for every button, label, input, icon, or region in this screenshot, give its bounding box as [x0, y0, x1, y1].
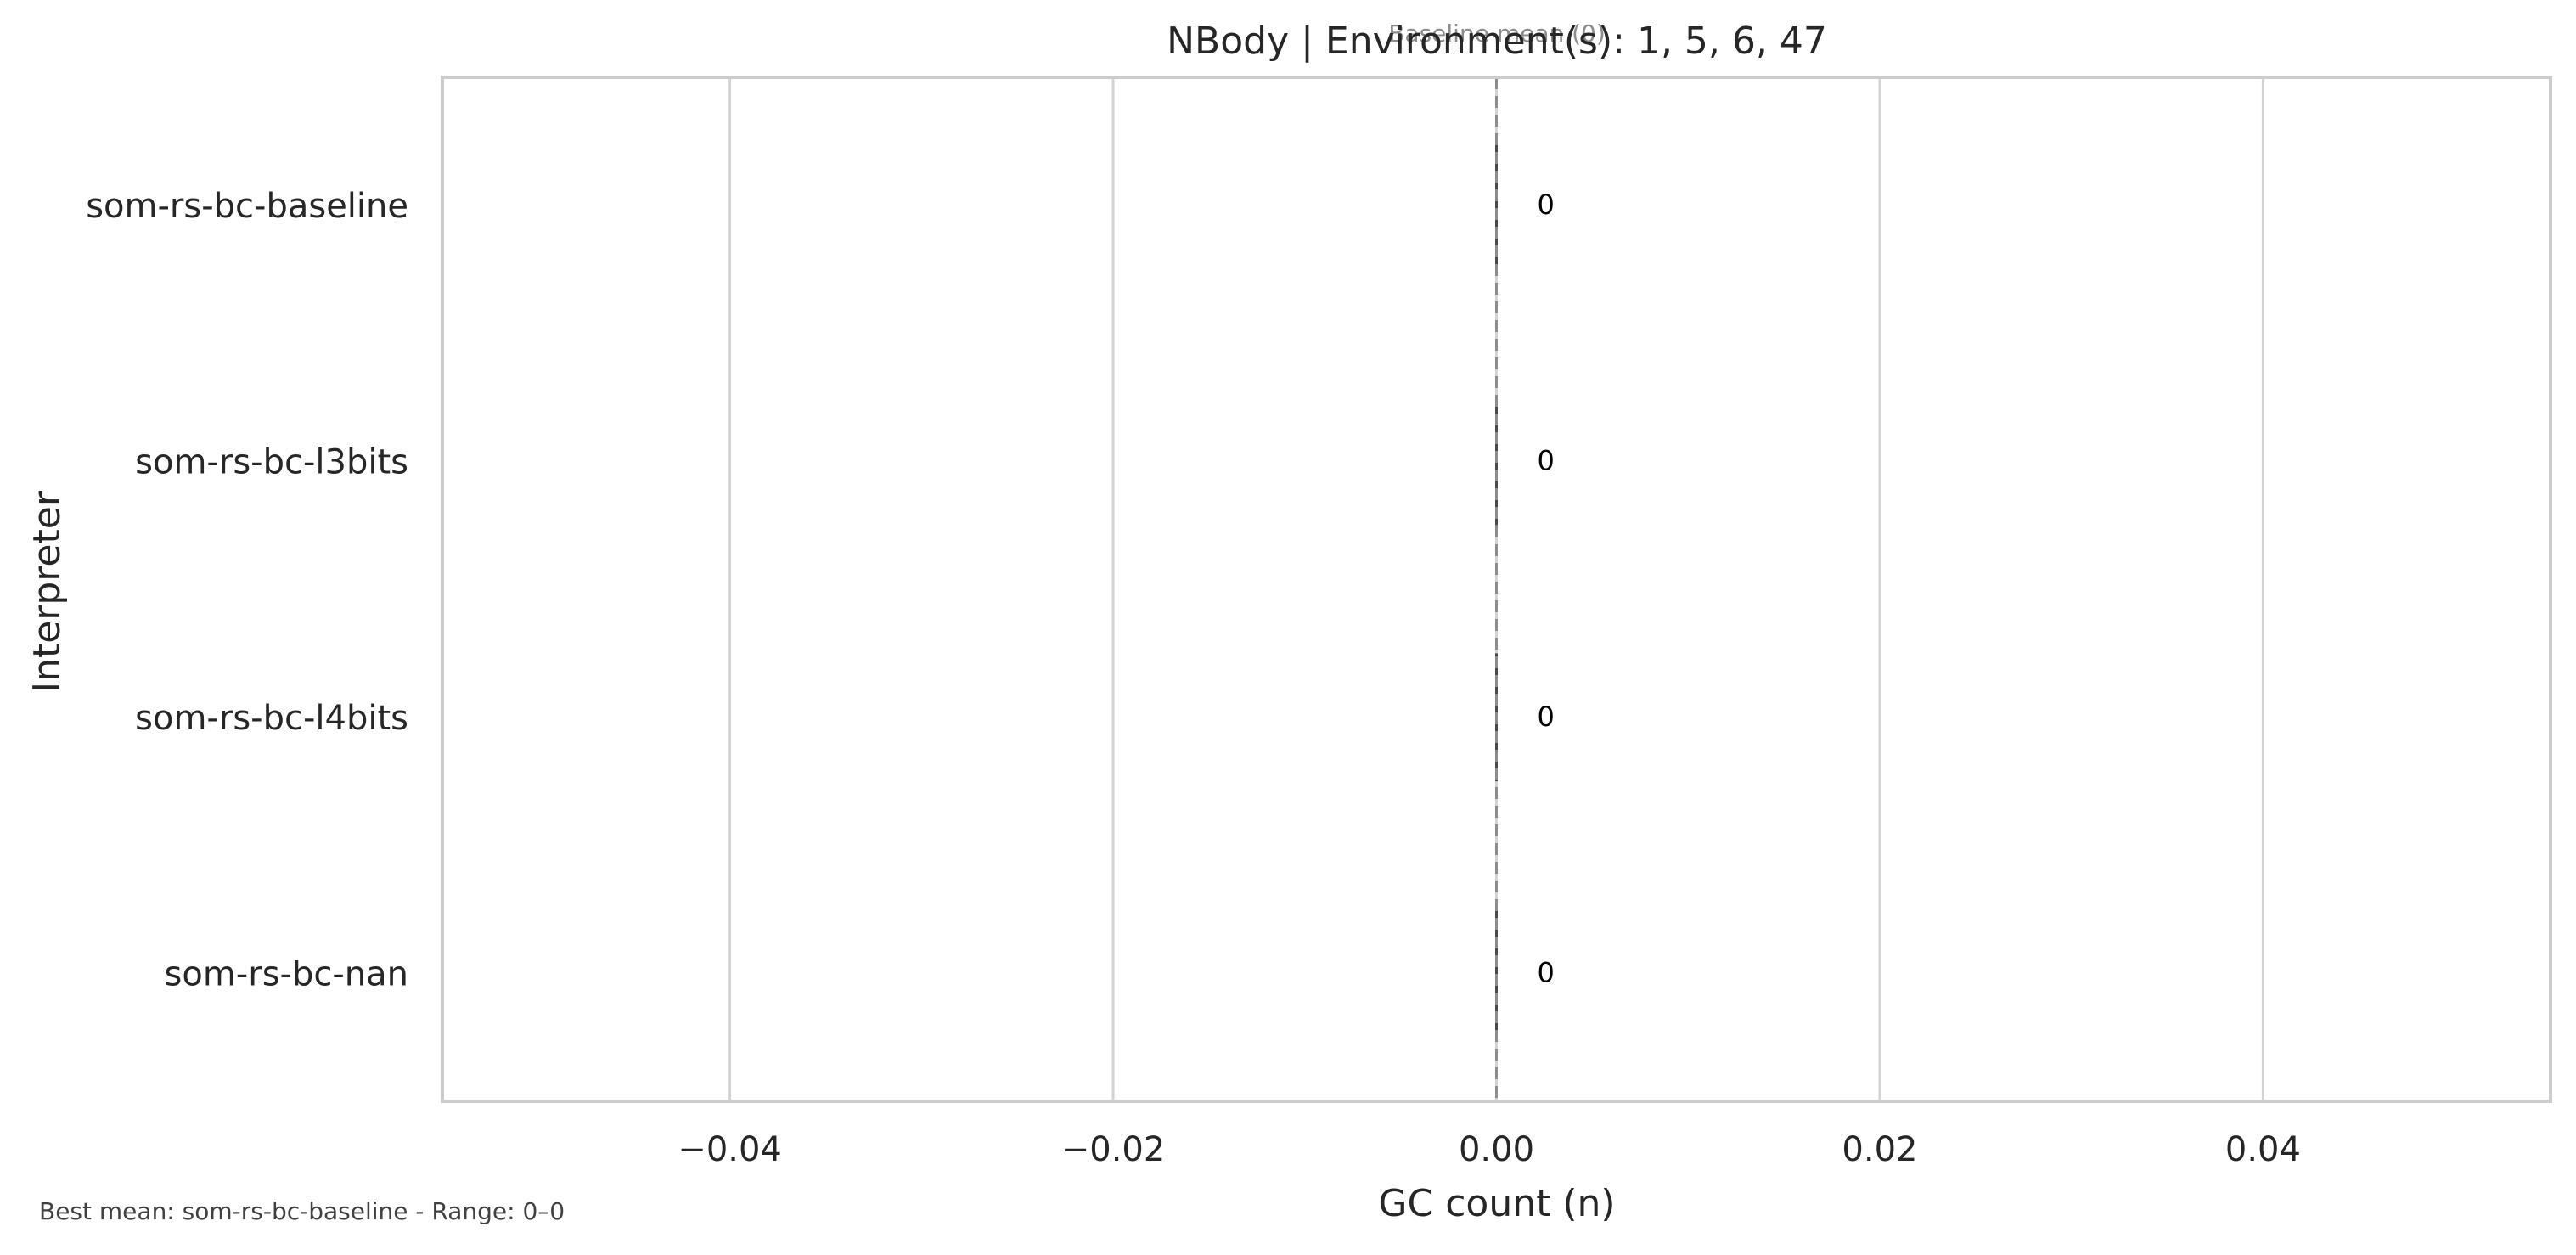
data-label: 0 [1538, 189, 1555, 221]
data-label: 0 [1538, 956, 1555, 988]
x-tick-label: 0.00 [1459, 1130, 1534, 1169]
y-tick-label: som-rs-bc-l4bits [135, 699, 408, 738]
footnote: Best mean: som-rs-bc-baseline - Range: 0… [39, 1197, 565, 1225]
data-label: 0 [1538, 444, 1555, 476]
plot-frame [441, 76, 2552, 1103]
y-axis-label: Interpreter [25, 490, 69, 693]
y-tick-label: som-rs-bc-baseline [86, 187, 408, 226]
x-tick-label: 0.02 [1842, 1130, 1917, 1169]
chart-title: NBody | Environment(s): 1, 5, 6, 47 [1167, 20, 1827, 63]
baseline-label: Baseline mean (0) [1388, 20, 1606, 48]
data-label: 0 [1538, 701, 1555, 733]
bar [1495, 909, 1498, 1038]
y-tick-label: som-rs-bc-nan [165, 954, 408, 993]
labels-layer: −0.04 −0.02 0.00 0.02 0.04 som-rs-bc-baseline… [86, 187, 2301, 1169]
x-tick-label: −0.04 [678, 1130, 782, 1169]
y-tick-label: som-rs-bc-l3bits [135, 442, 408, 481]
x-tick-label: 0.04 [2225, 1130, 2301, 1169]
x-tick-label: −0.02 [1061, 1130, 1166, 1169]
bar [1495, 141, 1498, 270]
x-axis-label: GC count (n) [1378, 1182, 1615, 1225]
